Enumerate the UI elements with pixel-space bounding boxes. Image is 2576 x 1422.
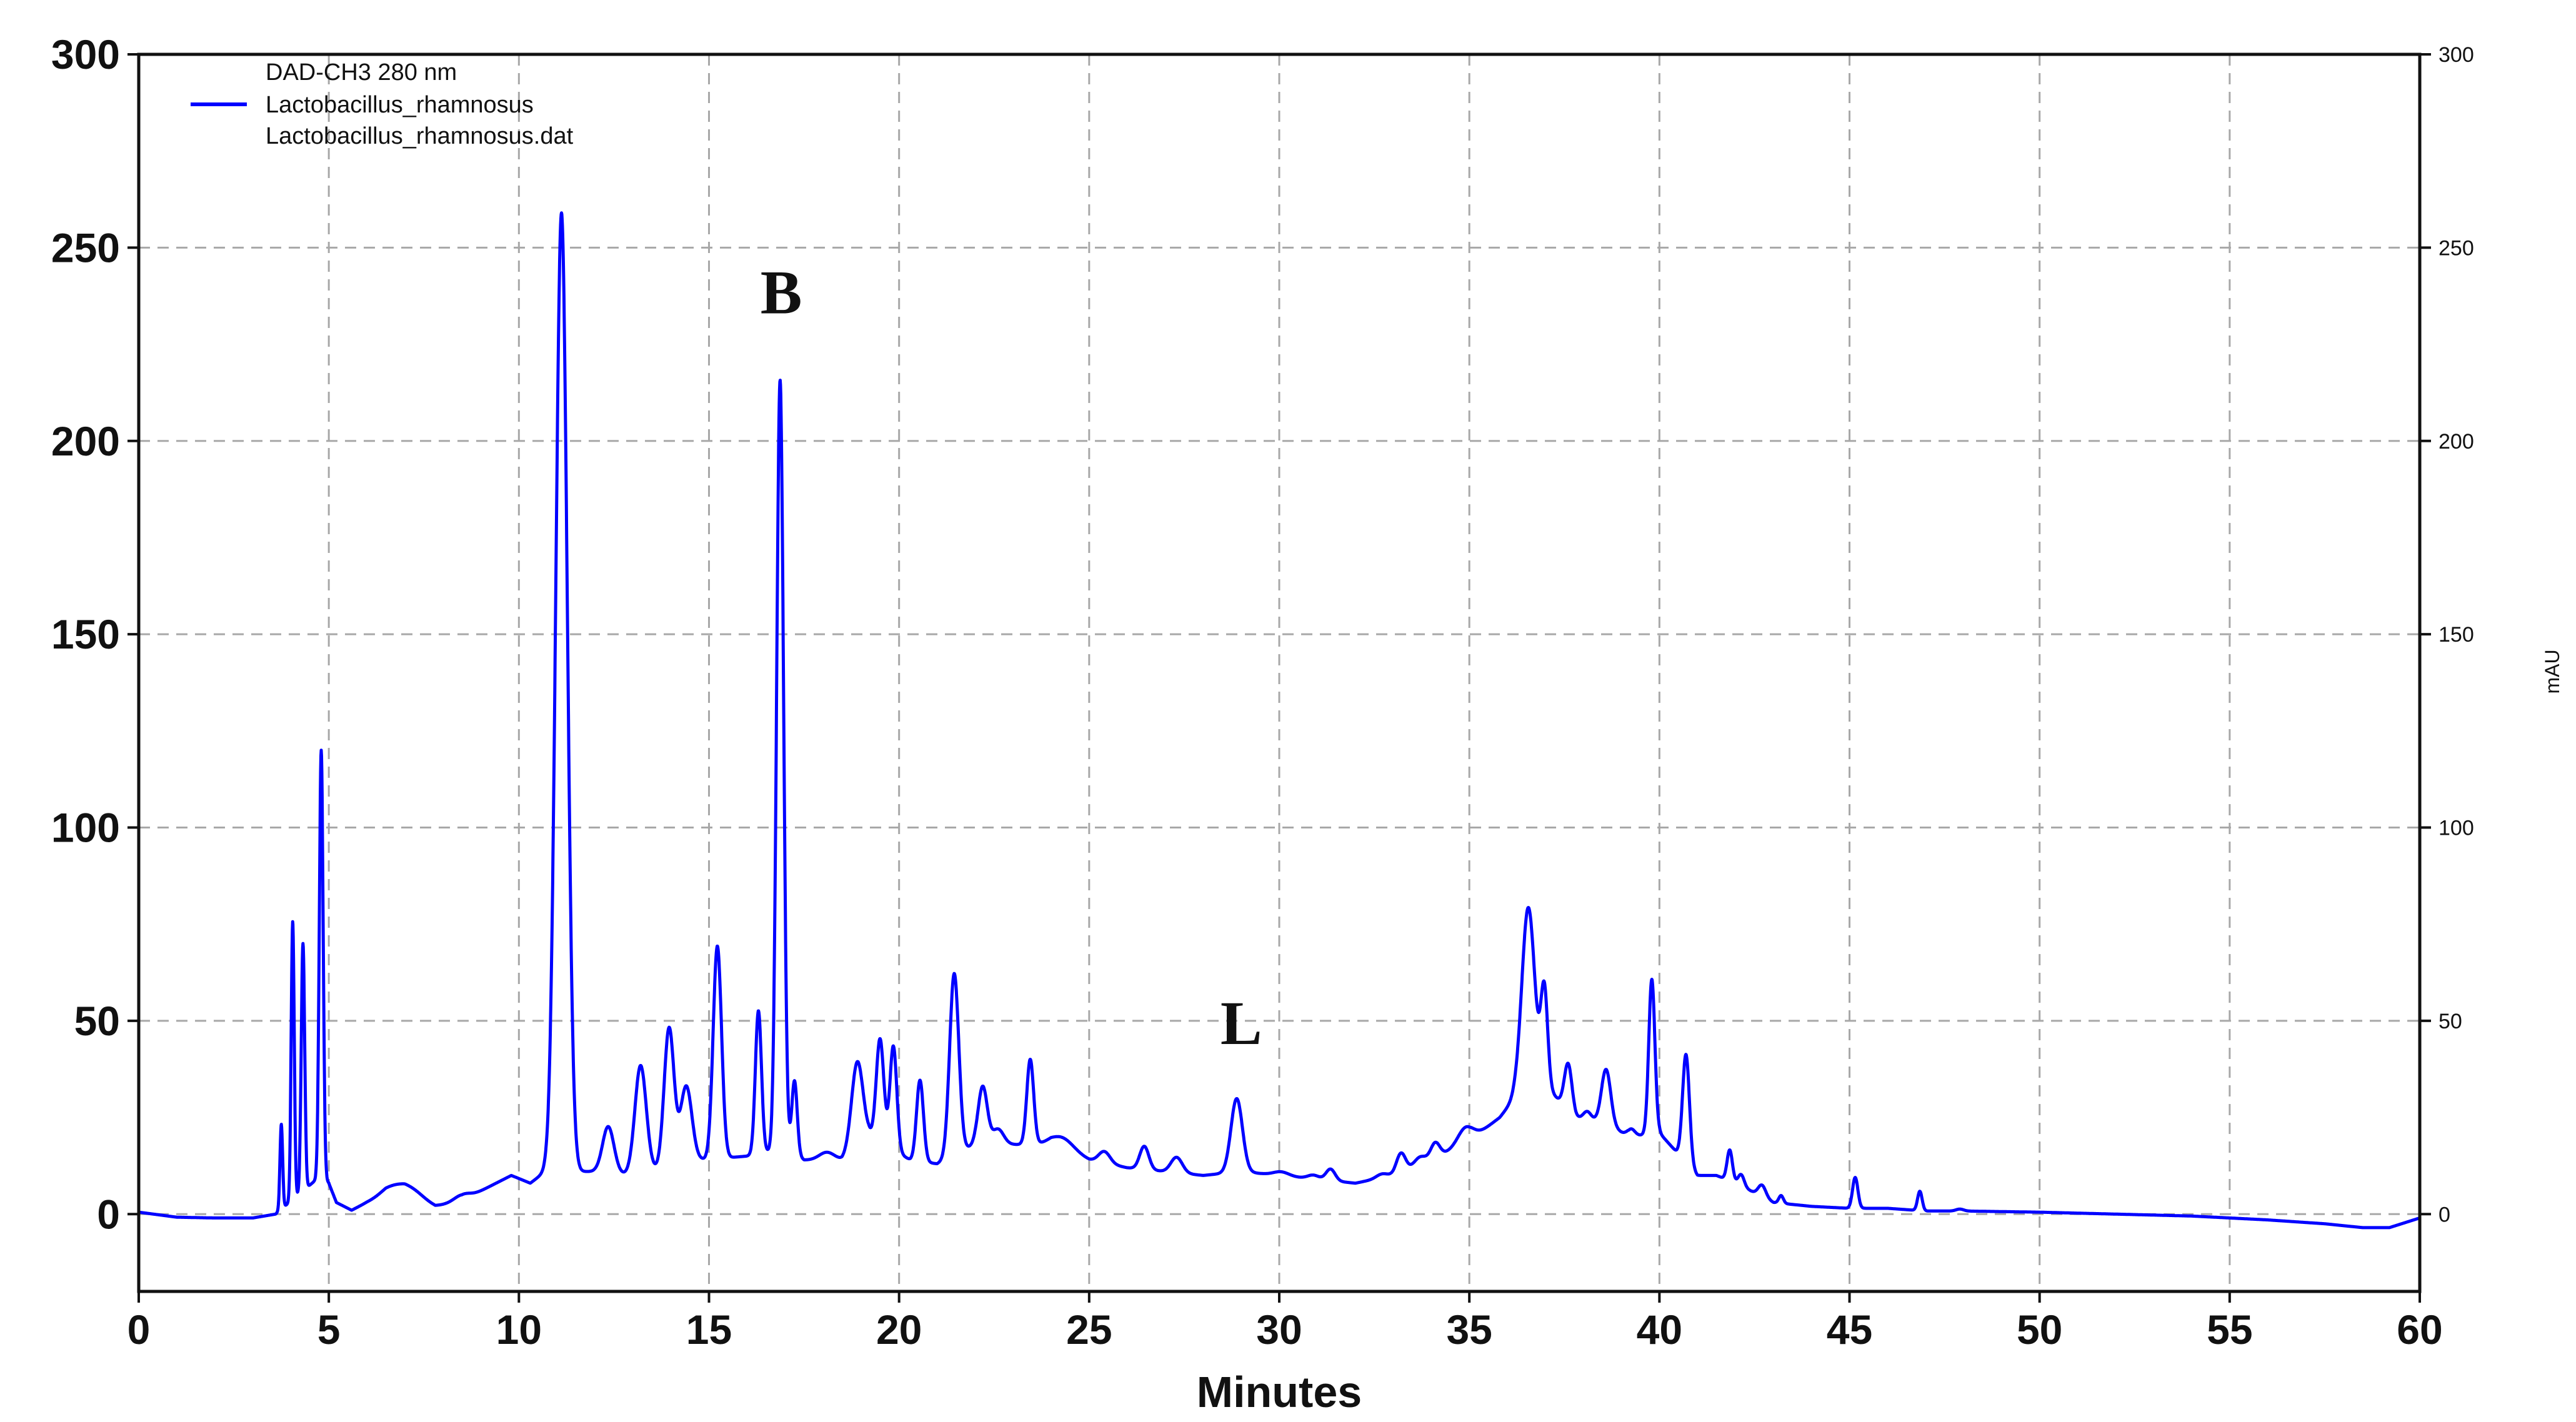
x-tick-label: 35 xyxy=(1446,1306,1492,1353)
x-tick-label: 25 xyxy=(1066,1306,1112,1353)
x-tick-label: 10 xyxy=(496,1306,542,1353)
y-tick-label-left: 50 xyxy=(74,998,120,1044)
legend-file-label: Lactobacillus_rhamnosus.dat xyxy=(266,123,574,149)
x-tick-label: 55 xyxy=(2207,1306,2252,1353)
series-trace-line xyxy=(137,211,2421,1230)
x-axis-title: Minutes xyxy=(1197,1368,1362,1416)
y-tick-label-right: 200 xyxy=(2439,430,2474,454)
annotation-layer: BL xyxy=(761,258,1262,1058)
y-tick-label-left: 0 xyxy=(97,1191,120,1237)
x-tick-label: 15 xyxy=(686,1306,732,1353)
x-tick-label: 5 xyxy=(317,1306,341,1353)
y-tick-label-right: 150 xyxy=(2439,623,2474,647)
grid-layer xyxy=(139,54,2420,1291)
y-tick-label-right: 100 xyxy=(2439,817,2474,840)
y-tick-label-right: 0 xyxy=(2439,1203,2450,1226)
legend-series-label: Lactobacillus_rhamnosus xyxy=(266,92,534,118)
peak-annotation-B: B xyxy=(761,258,802,327)
x-tick-label: 45 xyxy=(1827,1306,1872,1353)
legend-header: DAD-CH3 280 nm xyxy=(266,59,457,86)
x-tick-label: 40 xyxy=(1637,1306,1682,1353)
y-tick-label-left: 200 xyxy=(51,418,120,464)
x-tick-label: 20 xyxy=(876,1306,922,1353)
y-tick-label-left: 100 xyxy=(51,805,120,851)
y-tick-label-right: 50 xyxy=(2439,1010,2462,1033)
y-tick-label-right: 300 xyxy=(2439,43,2474,67)
y-tick-label-left: 300 xyxy=(51,31,120,77)
right-axis-title: mAU xyxy=(2541,649,2564,694)
trace-layer xyxy=(137,211,2421,1230)
peak-annotation-L: L xyxy=(1221,988,1262,1058)
x-tick-label: 0 xyxy=(127,1306,151,1353)
y-tick-label-left: 250 xyxy=(51,224,120,271)
y-tick-label-right: 250 xyxy=(2439,236,2474,260)
y-tick-label-left: 150 xyxy=(51,611,120,657)
legend: DAD-CH3 280 nm Lactobacillus_rhamnosus L… xyxy=(191,59,574,149)
x-tick-label: 60 xyxy=(2397,1306,2442,1353)
x-tick-label: 30 xyxy=(1256,1306,1302,1353)
tick-layer: 0 5 10 15 20 25 30 35 40 45 50 55 60 0 0 50 50 100 100 150 1… xyxy=(51,31,2474,1353)
x-tick-label: 50 xyxy=(2017,1306,2062,1353)
